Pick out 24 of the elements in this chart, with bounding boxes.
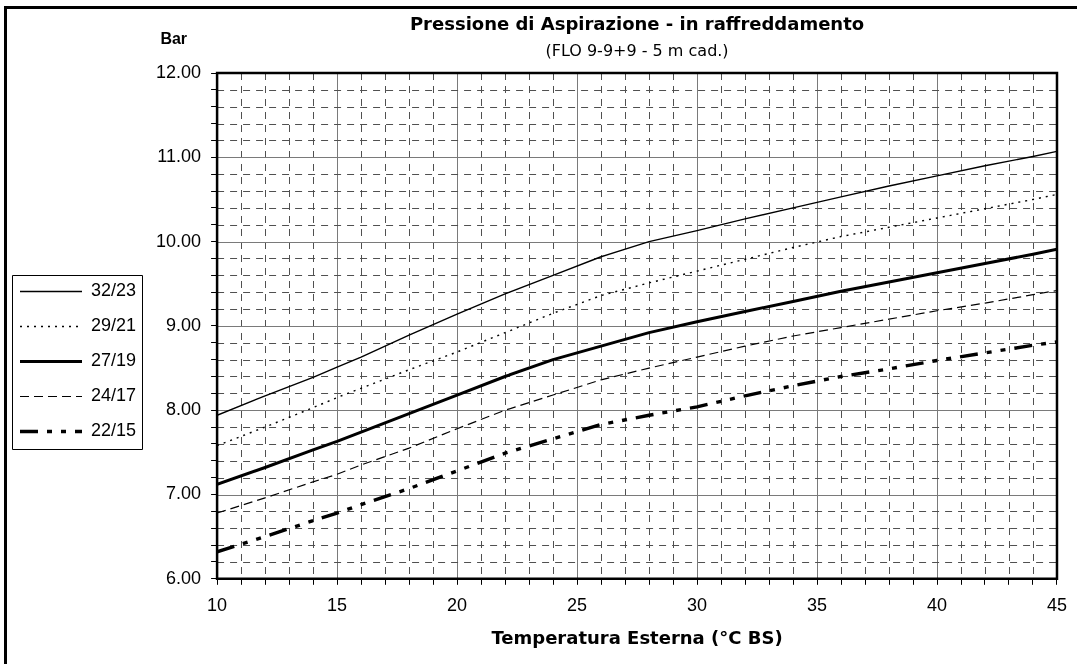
x-tick-label: 45 <box>1046 594 1067 615</box>
x-tick-label: 25 <box>567 594 588 615</box>
y-axis-title: Bar <box>160 30 188 48</box>
chart-title: Pressione di Aspirazione - in raffreddamento <box>409 12 865 34</box>
x-tick-label: 10 <box>207 594 228 615</box>
y-tick-label: 11.00 <box>157 146 202 167</box>
x-tick-label: 40 <box>926 594 948 615</box>
y-tick-label: 12.00 <box>156 61 202 82</box>
x-tick-label: 35 <box>807 594 828 615</box>
y-tick-label: 8.00 <box>166 399 202 420</box>
legend-label: 27/19 <box>91 350 137 371</box>
legend-label: 22/15 <box>91 420 137 441</box>
y-tick-label: 9.00 <box>166 314 202 335</box>
x-tick-label: 20 <box>447 594 468 615</box>
legend-label: 24/17 <box>91 385 137 406</box>
y-tick-label: 6.00 <box>166 567 202 588</box>
x-tick-label: 30 <box>687 594 708 615</box>
legend-label: 32/23 <box>91 280 137 301</box>
x-axis-title: Temperatura Esterna (°C BS) <box>491 626 783 648</box>
legend-label: 29/21 <box>91 315 137 336</box>
y-tick-label: 7.00 <box>166 483 202 504</box>
chart-subtitle: (FLO 9-9+9 - 5 m cad.) <box>545 41 729 61</box>
y-tick-label: 10.00 <box>156 230 202 251</box>
x-tick-label: 15 <box>327 594 348 615</box>
